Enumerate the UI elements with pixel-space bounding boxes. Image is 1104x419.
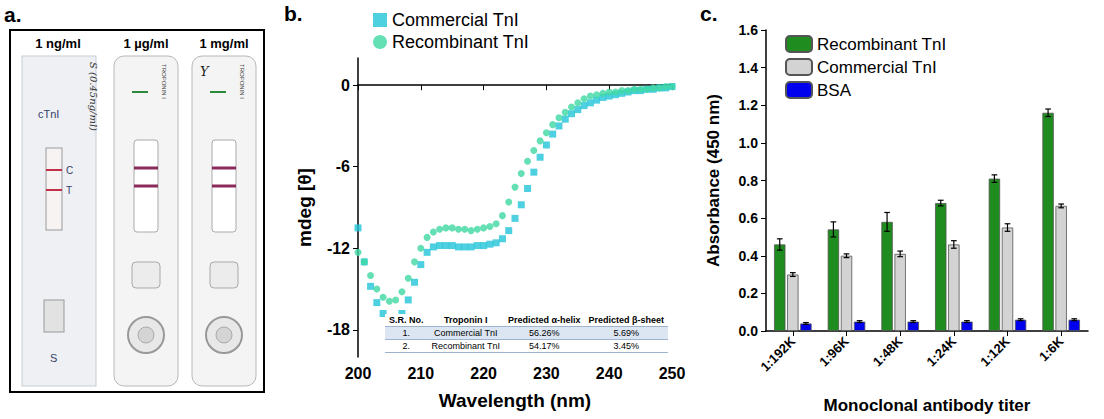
html-text:Commercial TnI: Commercial TnI (434, 328, 498, 338)
html-text:54.17%: 54.17% (528, 341, 560, 351)
svg-text:250: 250 (659, 365, 686, 382)
svg-text:1:6K: 1:6K (1036, 333, 1067, 364)
svg-text:1.6: 1.6 (739, 22, 759, 38)
svg-text:0.8: 0.8 (739, 173, 759, 189)
svg-text:Commercial TnI: Commercial TnI (817, 58, 937, 77)
svg-text:1:24K: 1:24K (924, 333, 960, 369)
html-text:Predicted β-sheet: Predicted β-sheet (588, 315, 664, 325)
svg-text:230: 230 (533, 365, 560, 382)
svg-text:240: 240 (596, 365, 623, 382)
html-text:b.: b. (284, 2, 303, 25)
svg-text:1:96K: 1:96K (816, 333, 852, 369)
svg-text:0.2: 0.2 (739, 285, 759, 301)
svg-text:Wavelength (nm): Wavelength (nm) (439, 390, 591, 411)
svg-text:T: T (66, 185, 72, 196)
svg-text:cTnI: cTnI (38, 108, 59, 120)
svg-text:1.0: 1.0 (739, 135, 759, 151)
svg-text:0.4: 0.4 (739, 248, 759, 264)
svg-text:1:192K: 1:192K (757, 333, 798, 374)
svg-text:-12: -12 (327, 240, 350, 257)
svg-text:1 ng/ml: 1 ng/ml (35, 36, 81, 51)
svg-text:TROPONIN I: TROPONIN I (161, 64, 167, 99)
svg-text:Recombinant TnI: Recombinant TnI (392, 32, 529, 52)
svg-text:Absorbance (450 nm): Absorbance (450 nm) (704, 94, 723, 267)
html-text:5.69%: 5.69% (613, 328, 639, 338)
svg-text:S: S (50, 352, 57, 364)
html-text:1.: 1. (402, 328, 410, 338)
svg-text:a.: a. (4, 3, 22, 26)
svg-text:1.4: 1.4 (739, 60, 759, 76)
html-text:Troponin I: Troponin I (444, 315, 488, 325)
html-text:56.26%: 56.26% (528, 328, 560, 338)
html-text:Predicted α-helix: Predicted α-helix (507, 315, 581, 325)
svg-text:C: C (66, 165, 73, 176)
svg-text:-6: -6 (336, 158, 350, 175)
html-text:2.: 2. (402, 341, 410, 351)
svg-text:Y: Y (200, 64, 210, 79)
svg-text:1 mg/ml: 1 mg/ml (199, 36, 248, 51)
svg-text:-18: -18 (327, 321, 350, 338)
html-text:3.45%: 3.45% (613, 341, 639, 351)
svg-text:TROPONIN I: TROPONIN I (239, 64, 245, 99)
svg-text:0: 0 (341, 77, 350, 94)
html-text:Recombinant TnI: Recombinant TnI (431, 341, 500, 351)
svg-text:200: 200 (345, 365, 372, 382)
svg-text:0.0: 0.0 (739, 323, 759, 339)
svg-text:1 µg/ml: 1 µg/ml (123, 36, 168, 51)
svg-text:S (0.45ng/ml): S (0.45ng/ml) (88, 62, 99, 131)
svg-text:BSA: BSA (817, 81, 852, 100)
svg-text:Monoclonal antibody titer: Monoclonal antibody titer (824, 396, 1031, 415)
html-text:S.R. No.: S.R. No. (389, 315, 424, 325)
svg-text:210: 210 (407, 365, 434, 382)
svg-text:1:12K: 1:12K (977, 333, 1013, 369)
svg-text:mdeg [θ]: mdeg [θ] (294, 168, 315, 247)
svg-text:Recombinant TnI: Recombinant TnI (817, 35, 946, 54)
svg-text:1.2: 1.2 (739, 97, 759, 113)
svg-text:1:48K: 1:48K (870, 333, 906, 369)
svg-text:Commercial TnI: Commercial TnI (392, 10, 519, 30)
svg-text:220: 220 (470, 365, 497, 382)
svg-text:0.6: 0.6 (739, 210, 759, 226)
html-text:c.: c. (700, 2, 718, 25)
